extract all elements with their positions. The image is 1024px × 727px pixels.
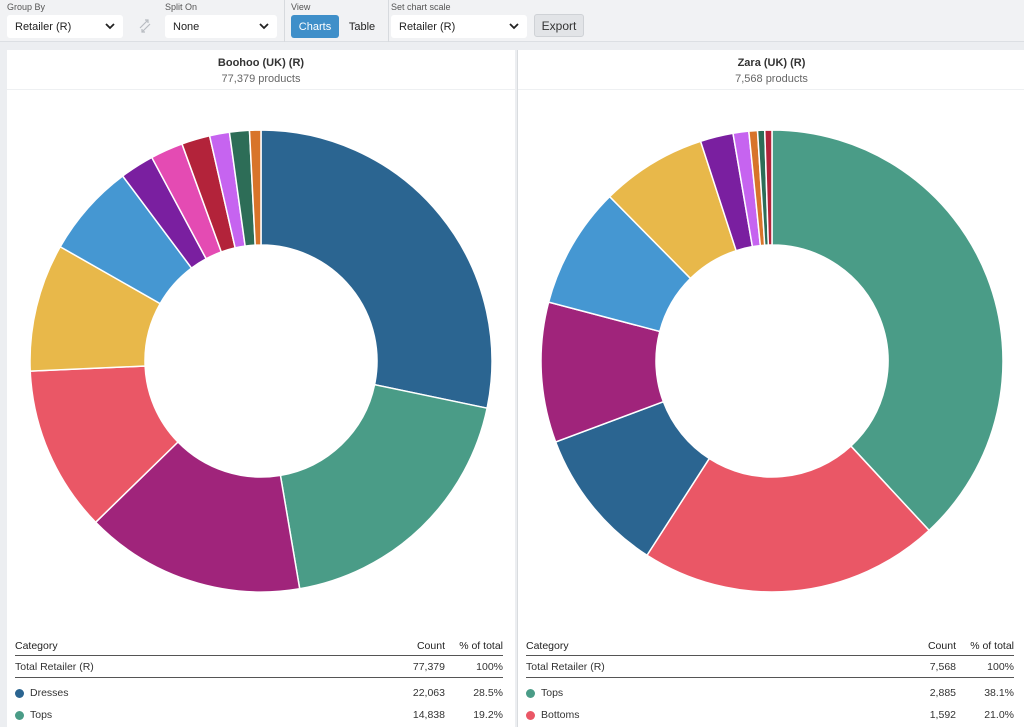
split-on-label: Split On xyxy=(165,2,198,12)
donut-chart xyxy=(540,129,1004,593)
donut-slice[interactable] xyxy=(763,129,773,246)
row-pct: 21.0% xyxy=(984,709,1014,721)
chevron-down-icon xyxy=(105,23,115,30)
total-label: Total Retailer (R) xyxy=(15,661,94,673)
group-by-select[interactable]: Retailer (R) xyxy=(7,15,123,38)
split-on-value: None xyxy=(173,20,200,33)
column-header-count[interactable]: Count xyxy=(927,640,956,652)
row-pct: 38.1% xyxy=(984,687,1014,699)
column-header-category[interactable]: Category xyxy=(15,640,58,652)
row-category: Tops xyxy=(541,687,564,699)
row-count: 1,592 xyxy=(929,709,956,721)
total-count: 77,379 xyxy=(412,661,445,673)
column-header-pct[interactable]: % of total xyxy=(459,640,503,652)
table-header: Category Count % of total xyxy=(15,635,503,656)
table-total-row: Total Retailer (R) 77,379 100% xyxy=(15,656,503,678)
swap-arrows-icon[interactable] xyxy=(137,18,153,34)
group-by-label: Group By xyxy=(7,2,46,12)
table-row[interactable]: Tops 2,885 38.1% xyxy=(526,682,1014,704)
chevron-down-icon xyxy=(509,23,519,30)
donut-slice[interactable] xyxy=(94,440,301,593)
table-row[interactable]: Tops 14,838 19.2% xyxy=(15,704,503,726)
total-count: 7,568 xyxy=(929,661,956,673)
view-label: View xyxy=(291,2,311,12)
panel-header: Zara (UK) (R) 7,568 products xyxy=(518,50,1024,90)
toolbar-divider xyxy=(284,0,285,42)
panel-subtitle: 77,379 products xyxy=(221,73,301,85)
table-total-row: Total Retailer (R) 7,568 100% xyxy=(526,656,1014,678)
table-header: Category Count % of total xyxy=(526,635,1014,656)
legend-dot xyxy=(15,689,24,698)
table-row[interactable]: Dresses 22,063 28.5% xyxy=(15,682,503,704)
donut-slice[interactable] xyxy=(645,444,931,593)
category-table: Category Count % of total Total Retailer… xyxy=(526,635,1014,726)
chart-scale-value: Retailer (R) xyxy=(399,20,456,33)
donut-slice[interactable] xyxy=(260,129,493,410)
view-charts-button[interactable]: Charts xyxy=(291,15,339,38)
legend-dot xyxy=(15,711,24,720)
split-on-select[interactable]: None xyxy=(165,15,277,38)
row-count: 2,885 xyxy=(929,687,956,699)
column-header-count[interactable]: Count xyxy=(416,640,445,652)
column-header-pct[interactable]: % of total xyxy=(970,640,1014,652)
chart-panel-boohoo: Boohoo (UK) (R) 77,379 products Category… xyxy=(7,50,515,727)
panel-header: Boohoo (UK) (R) 77,379 products xyxy=(7,50,515,90)
panel-subtitle: 7,568 products xyxy=(735,73,808,85)
donut-slice[interactable] xyxy=(279,383,489,590)
export-button[interactable]: Export xyxy=(534,14,584,37)
legend-dot xyxy=(526,689,535,698)
total-pct: 100% xyxy=(987,661,1014,673)
total-pct: 100% xyxy=(476,661,503,673)
legend-dot xyxy=(526,711,535,720)
category-table: Category Count % of total Total Retailer… xyxy=(15,635,503,726)
table-row[interactable]: Bottoms 1,592 21.0% xyxy=(526,704,1014,726)
row-count: 22,063 xyxy=(412,687,445,699)
panel-title: Boohoo (UK) (R) xyxy=(217,57,305,69)
donut-slice[interactable] xyxy=(771,129,1004,532)
view-table-button[interactable]: Table xyxy=(348,20,376,33)
total-label: Total Retailer (R) xyxy=(526,661,605,673)
panel-title: Zara (UK) (R) xyxy=(737,57,806,69)
toolbar-divider xyxy=(388,0,389,42)
chart-panel-zara: Zara (UK) (R) 7,568 products Category Co… xyxy=(517,50,1024,727)
chart-scale-select[interactable]: Retailer (R) xyxy=(391,15,527,38)
row-pct: 19.2% xyxy=(473,709,503,721)
donut-slice[interactable] xyxy=(248,129,262,246)
row-category: Bottoms xyxy=(541,709,580,721)
chevron-down-icon xyxy=(259,23,269,30)
chart-scale-label: Set chart scale xyxy=(391,2,451,12)
donut-chart xyxy=(29,129,493,593)
row-count: 14,838 xyxy=(412,709,445,721)
toolbar: Group By Retailer (R) Split On None View… xyxy=(0,0,1024,42)
group-by-value: Retailer (R) xyxy=(15,20,72,33)
column-header-category[interactable]: Category xyxy=(526,640,569,652)
row-pct: 28.5% xyxy=(473,687,503,699)
row-category: Dresses xyxy=(30,687,69,699)
row-category: Tops xyxy=(30,709,53,721)
